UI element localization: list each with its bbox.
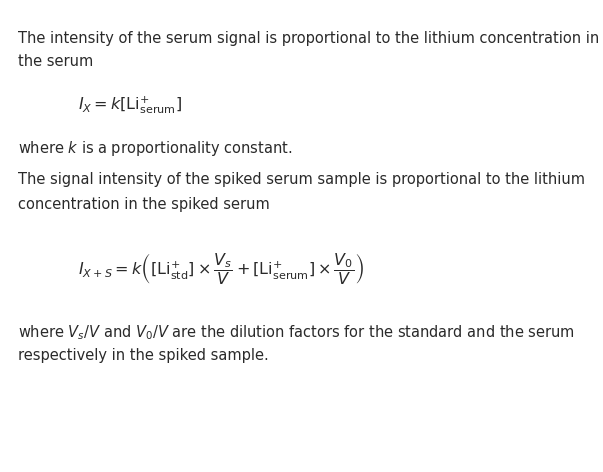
Text: where $k$ is a proportionality constant.: where $k$ is a proportionality constant. — [18, 139, 292, 158]
Text: $\mathit{I}_{X+S} = k\left( [\mathrm{Li}^{+}_{\mathrm{std}}] \times \dfrac{V_s}{: $\mathit{I}_{X+S} = k\left( [\mathrm{Li}… — [78, 251, 365, 287]
Text: The signal intensity of the spiked serum sample is proportional to the lithium: The signal intensity of the spiked serum… — [18, 172, 585, 187]
Text: $\mathit{I}_{X} = k[\mathrm{Li}^{+}_{\mathrm{serum}}]$: $\mathit{I}_{X} = k[\mathrm{Li}^{+}_{\ma… — [78, 94, 183, 116]
Text: concentration in the spiked serum: concentration in the spiked serum — [18, 197, 270, 212]
Text: where $V_s/V$ and $V_0/V$ are the dilution factors for the standard and the seru: where $V_s/V$ and $V_0/V$ are the diluti… — [18, 323, 575, 342]
Text: respectively in the spiked sample.: respectively in the spiked sample. — [18, 348, 269, 363]
Text: The intensity of the serum signal is proportional to the lithium concentration i: The intensity of the serum signal is pro… — [18, 31, 599, 46]
Text: the serum: the serum — [18, 54, 93, 69]
